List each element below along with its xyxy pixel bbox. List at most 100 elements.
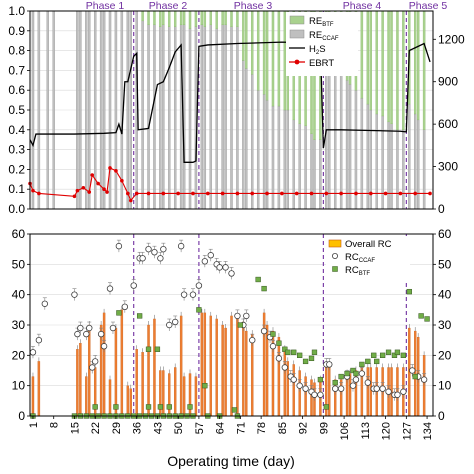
ebrt-point [146,191,151,196]
re-ccaf-bar [147,24,150,210]
re-ccaf-bar [188,28,192,210]
rc-ccaf-point [29,349,37,356]
legend-marker [294,59,300,65]
rc-ccaf-point [41,300,49,307]
bottom-panel: 0 10 20 30 40 50 60 0 10 20 30 40 50 60 1 8 15 22 29 36 43… [12,227,452,469]
rc-btf-point [311,349,318,355]
re-btf-bar [283,10,287,111]
re-ccaf-bar [256,90,260,210]
re-btf-bar [179,10,183,26]
y-tick-label: 0.0 [8,202,25,216]
ebrt-point [205,191,210,196]
re-btf-bar [390,10,393,125]
re-ccaf-bar [262,94,266,210]
x-tick-label: 8 [49,422,61,428]
overall-rc-bar [194,376,198,417]
re-ccaf-bar [251,74,254,210]
overall-rc-bar [209,315,212,417]
re-ccaf-bar [242,60,245,210]
overall-rc-bar [153,318,156,417]
rc-ccaf-point [83,330,90,338]
re-btf-bar [224,10,227,26]
ebrt-point [128,198,133,203]
ebrt-point [428,191,432,196]
y2-tick-label: 300 [438,160,458,174]
x-tick-label: 22 [90,422,102,434]
re-ccaf-bar [245,68,248,210]
rc-btf-point [202,383,208,389]
rc-btf-point [145,404,152,410]
rc-btf-point [317,376,324,383]
rc-ccaf-point [326,361,333,368]
rc-btf-point [385,349,392,355]
rc-btf-point [379,352,386,358]
re-ccaf-bar [236,26,239,210]
rc-ccaf-point [400,388,407,395]
x-tick-label: 1 [28,422,40,428]
overall-rc-bar [182,376,186,417]
re-ccaf-bar [215,28,218,210]
overall-rc-bar [414,330,417,417]
re-ccaf-bar [153,24,156,210]
re-btf-bar [221,10,224,26]
ebrt-point [265,191,269,196]
re-ccaf-bar [230,26,233,210]
legend-swatch [289,15,305,25]
y-tick-label: 0.2 [8,162,25,176]
x-tick-label: 64 [215,422,227,434]
rc-ccaf-point [269,343,277,350]
rc-ccaf-point [349,382,357,389]
overall-rc-bar [230,315,233,417]
re-btf-bar [153,10,156,26]
re-btf-bar [215,10,218,29]
rc-ccaf-point [281,364,289,371]
overall-rc-bar [310,379,313,417]
bottom-right-axis: 0 10 20 30 40 50 60 [433,227,452,423]
rc-ccaf-point [89,364,96,371]
x-tick-label: 120 [381,422,393,440]
overall-rc-bar [348,373,352,417]
rc-btf-point [323,404,329,410]
re-ccaf-bar [85,10,88,210]
legend-swatch [332,266,338,272]
ebrt-point [398,191,403,196]
rc-btf-point [418,313,424,319]
ebrt-point [280,191,284,196]
rc-ccaf-point [109,324,117,332]
rc-ccaf-point [180,291,188,298]
rc-ccaf-point [420,376,428,383]
overall-rc-bar [200,312,204,417]
ebrt-point [87,190,92,194]
re-ccaf-bar [203,26,207,210]
y-tick-label: 20 [12,348,26,362]
rc-ccaf-point [379,385,386,392]
rc-ccaf-point [373,385,380,392]
re-btf-bar [230,10,233,27]
overall-rc-bar [188,373,192,417]
rc-ccaf-point [121,303,129,310]
overall-rc-bar [88,324,91,417]
y2-tick-label: 30 [438,318,452,332]
rc-ccaf-points [29,239,428,401]
re-btf-bar [209,10,212,26]
re-ccaf-bar [334,70,337,210]
rc-btf-point [291,349,297,355]
legend-label: H2S [309,44,326,56]
overall-rc-bar [129,388,132,417]
x-tick-label: 57 [194,422,206,434]
re-ccaf-bar [402,129,405,210]
x-axis-title: Operating time (day) [167,453,295,469]
rc-ccaf-point [74,330,81,338]
ebrt-point [383,191,388,196]
rc-btf-point [374,358,380,365]
re-ccaf-bar [283,109,287,210]
rc-ccaf-point [394,391,401,398]
overall-rc-bar [126,385,129,417]
rc-btf-point [371,352,377,358]
rc-ccaf-point [385,388,392,395]
rc-btf-point [400,352,407,358]
overall-rc-bar [242,321,245,417]
rc-ccaf-point [296,382,303,389]
